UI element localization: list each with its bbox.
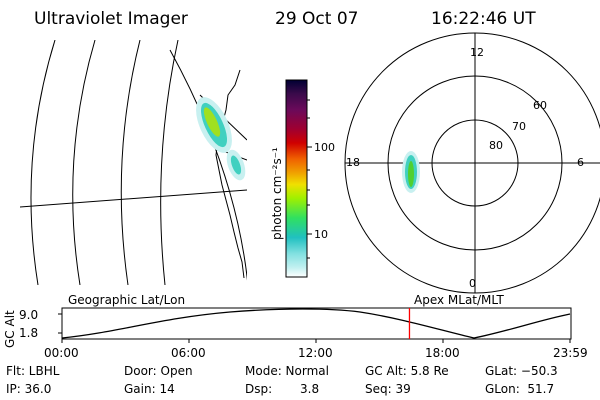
timeline-left-title: Geographic Lat/Lon xyxy=(68,293,186,307)
info-ip: IP: 36.0 xyxy=(6,382,52,396)
info-seq: Seq: 39 xyxy=(365,382,411,396)
info-dsp-value: 3.8 xyxy=(300,382,320,396)
info-glon: GLon: 51.7 xyxy=(485,382,555,396)
app-title: Ultraviolet Imager xyxy=(34,9,188,29)
mlat-label-70: 70 xyxy=(512,120,526,133)
mlt-label-12: 12 xyxy=(470,46,484,59)
timeline-right-title: Apex MLat/MLT xyxy=(414,293,504,307)
observation-date: 29 Oct 07 xyxy=(275,9,359,29)
observation-time: 16:22:46 UT xyxy=(431,9,536,29)
mlt-label-18: 18 xyxy=(346,156,360,169)
info-gain: Gain: 14 xyxy=(124,382,175,396)
info-dsp-label: Dsp: xyxy=(245,382,273,396)
timeline-x-tick-0: 00:00 xyxy=(44,346,79,360)
aurora-emission-polar xyxy=(402,151,420,193)
mlat-label-80: 80 xyxy=(489,139,503,152)
info-door: Door: Open xyxy=(124,364,193,378)
timeline-y-tick-top: 9.0 xyxy=(19,308,39,322)
colorbar-tick-100: 100 xyxy=(314,141,335,154)
aurora-emission-map xyxy=(196,97,246,181)
timeline-x-tick-4: 23:59 xyxy=(553,346,588,360)
mlt-label-6: 6 xyxy=(577,156,584,169)
info-filter: Flt: LBHL xyxy=(6,364,60,378)
info-glat: GLat: −50.3 xyxy=(485,364,558,378)
mlat-label-60: 60 xyxy=(533,99,547,112)
timeline-x-tick-2: 12:00 xyxy=(298,346,333,360)
altitude-curve xyxy=(61,308,571,339)
mlt-label-0: 0 xyxy=(469,277,476,290)
info-gc-alt: GC Alt: 5.8 Re xyxy=(365,364,449,378)
timeline-x-tick-1: 06:00 xyxy=(171,346,206,360)
timeline-y-tick-bottom: 1.8 xyxy=(19,326,39,340)
timeline-x-tick-3: 18:00 xyxy=(425,346,460,360)
colorbar-tick-10: 10 xyxy=(314,228,328,241)
info-mode: Mode: Normal xyxy=(245,364,329,378)
